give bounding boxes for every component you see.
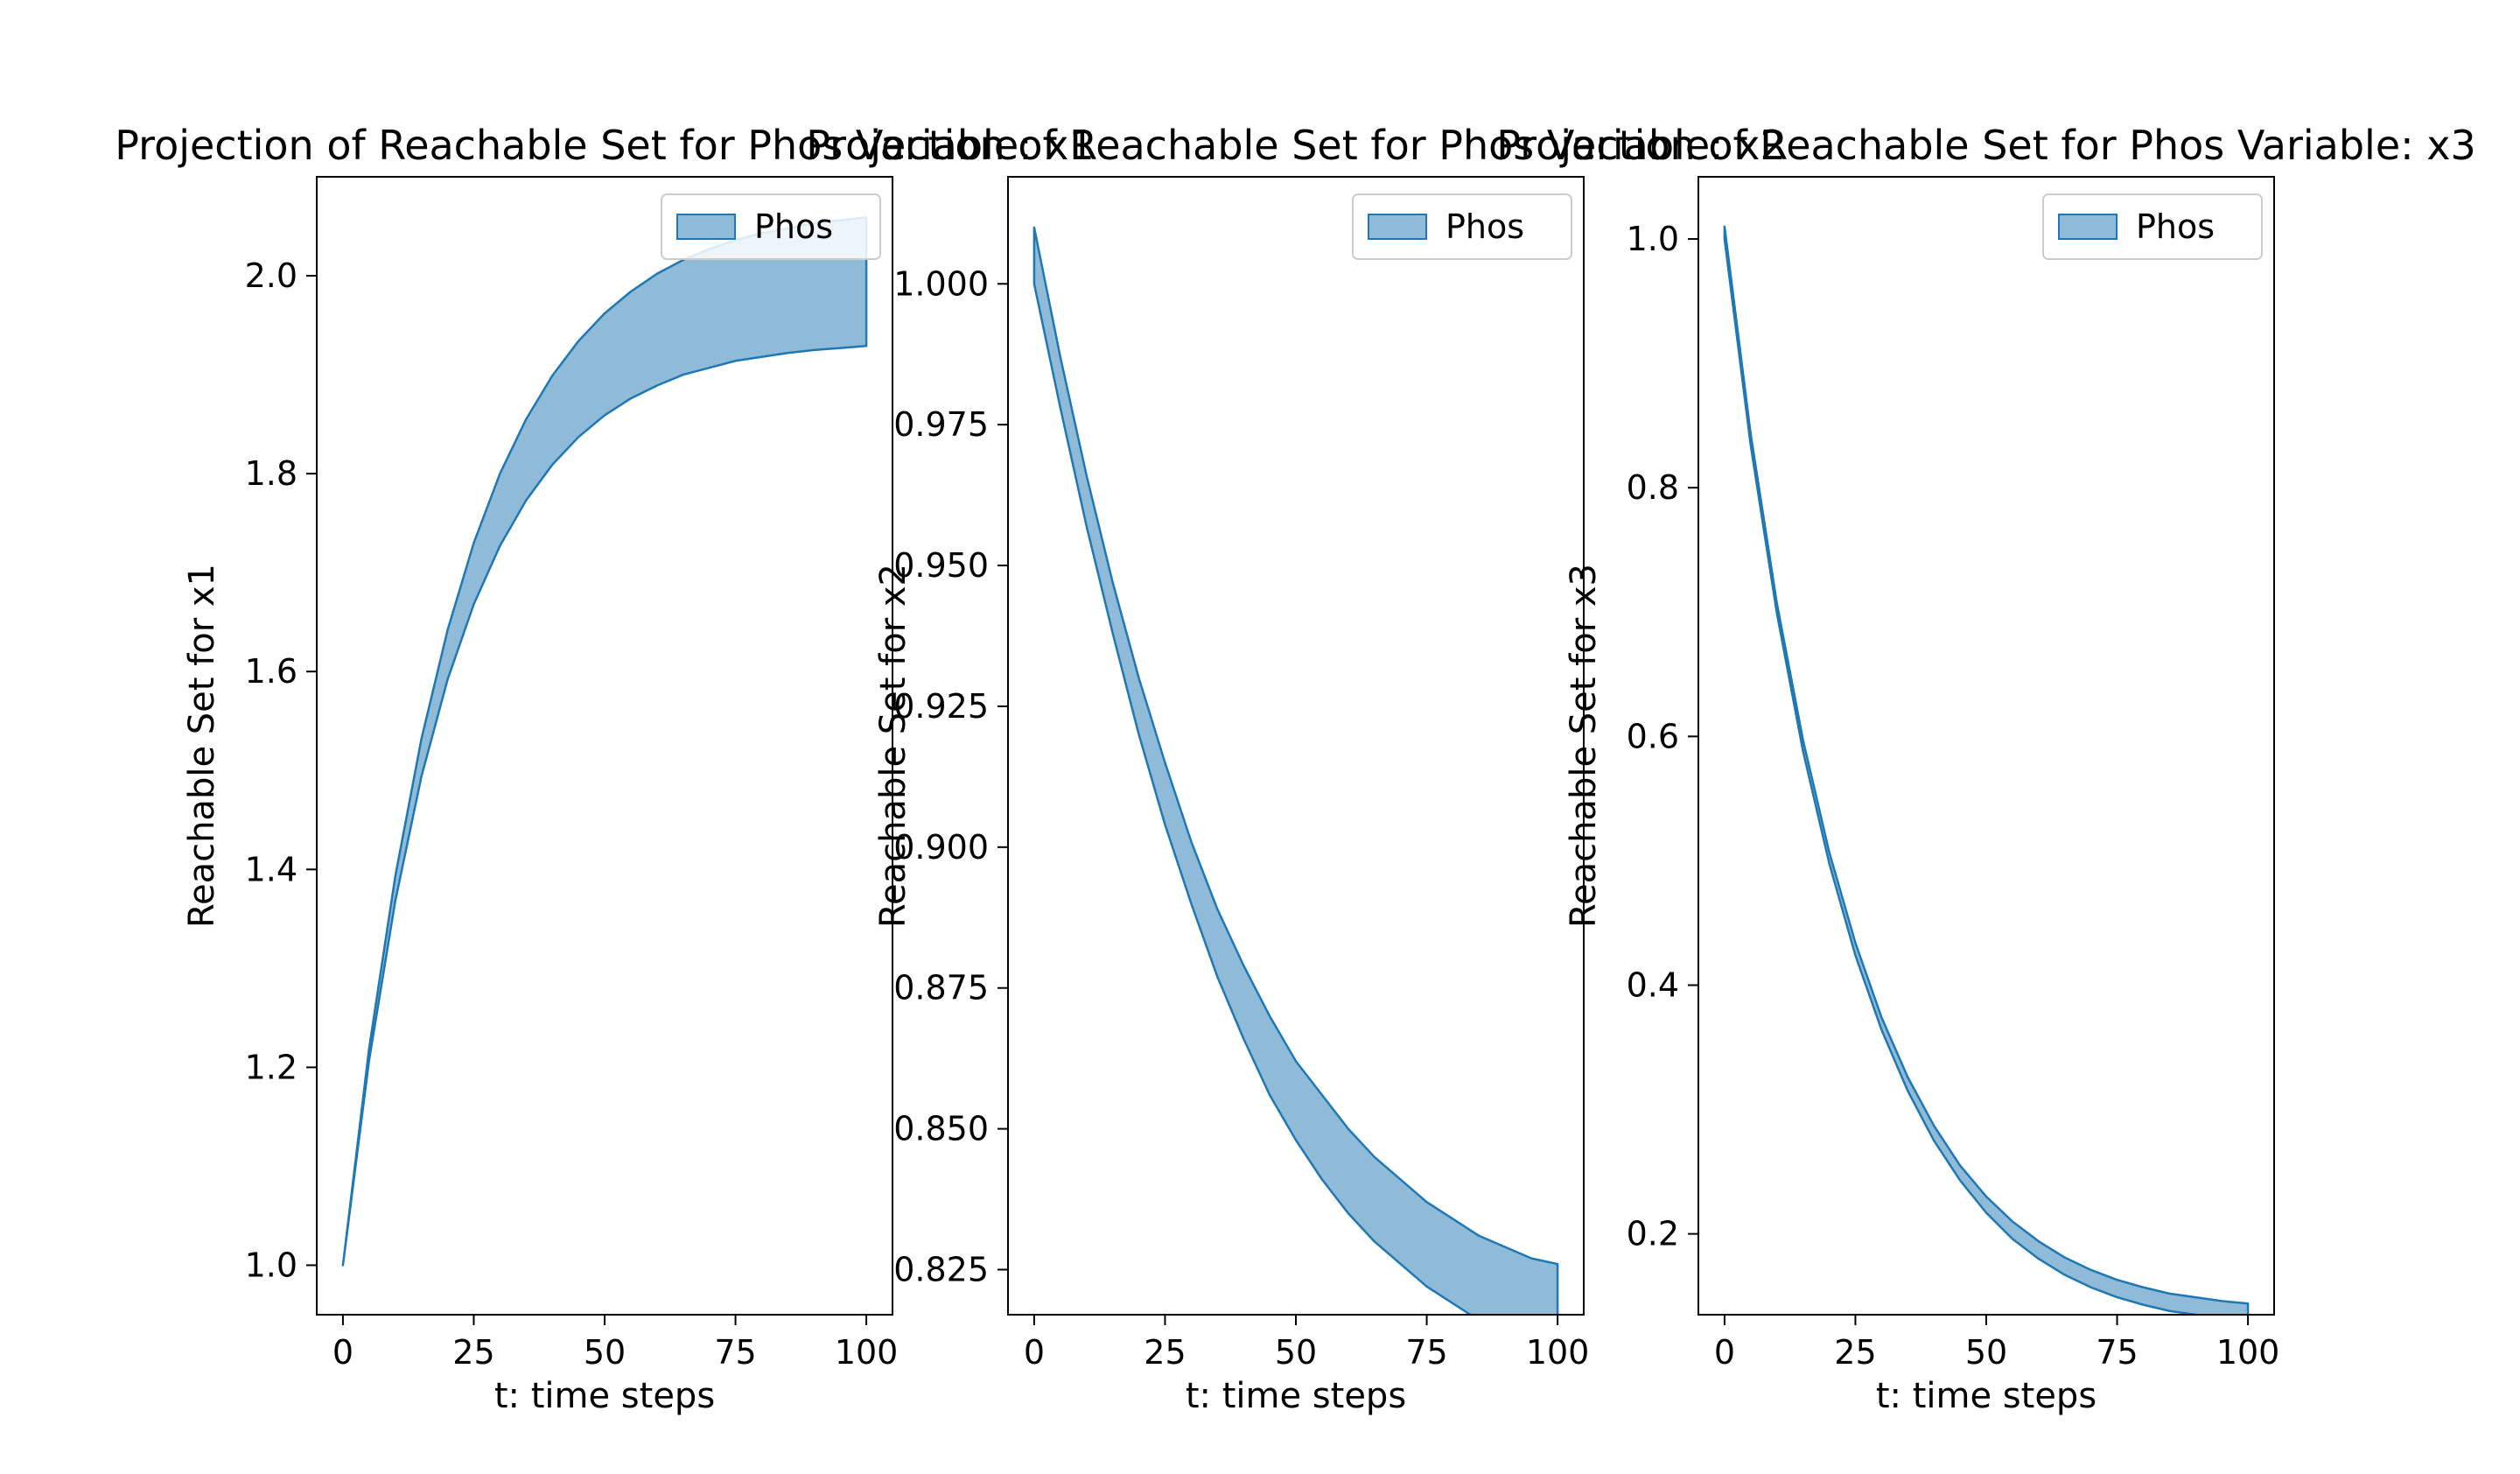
legend: Phos: [1352, 193, 1572, 260]
x-tick-label: 0: [1714, 1333, 1735, 1372]
x-tick-label: 100: [2216, 1333, 2280, 1372]
x-tick-label: 75: [714, 1333, 756, 1372]
y-tick-label: 0.4: [1627, 965, 1679, 1004]
legend-frame: [1352, 193, 1572, 260]
x-tick-label: 25: [452, 1333, 494, 1372]
legend-label: Phos: [754, 207, 833, 246]
y-tick-label: 0.925: [893, 687, 989, 726]
y-tick-label: 0.2: [1627, 1215, 1679, 1253]
band-series-1: [1723, 225, 2250, 1315]
x-tick-label: 100: [1526, 1333, 1590, 1372]
y-tick-label: 1.8: [245, 454, 298, 493]
y-tick-label: 0.875: [893, 969, 989, 1007]
subplot-2: 0 25 50 75 100 0.825 0.850 0.875 0.900 0.925 0.950…: [806, 122, 1785, 1416]
legend-swatch: [2058, 214, 2118, 240]
x-axis-label: t: time steps: [1186, 1376, 1406, 1416]
y-tick-label: 0.950: [893, 546, 989, 585]
legend-swatch: [676, 214, 736, 240]
band-series-1: [341, 216, 868, 1267]
x-tick-label: 0: [332, 1333, 354, 1372]
y-tick-label: 1.4: [245, 850, 298, 888]
y-axis-label: Reachable Set for x2: [873, 564, 914, 928]
y-tick-label: 1.000: [893, 264, 989, 303]
chart-title: Projection of Reachable Set for Phos Var…: [115, 122, 1094, 169]
x-tick-label: 75: [2096, 1333, 2138, 1372]
y-tick-label: 1.6: [245, 652, 298, 691]
subplot-1: 0 25 50 75 100 1.0 1.2 1.4 1.6 1.8 2.0 t: time step…: [115, 122, 1094, 1416]
y-axis-label: Reachable Set for x1: [182, 564, 222, 928]
y-tick-label: 1.2: [245, 1048, 298, 1086]
y-tick-label: 0.825: [893, 1251, 989, 1289]
x-tick-label: 50: [584, 1333, 626, 1372]
x-tick-label: 25: [1834, 1333, 1876, 1372]
y-tick-label: 1.0: [245, 1246, 298, 1284]
legend-label: Phos: [1446, 207, 1524, 246]
band-series-1: [1032, 226, 1559, 1315]
y-tick-label: 0.850: [893, 1110, 989, 1148]
y-tick-label: 0.900: [893, 828, 989, 867]
axes-frame: [1698, 176, 2275, 1316]
legend: Phos: [661, 193, 881, 260]
x-axis-label: t: time steps: [494, 1376, 715, 1416]
x-tick-label: 50: [1275, 1333, 1317, 1372]
x-tick-label: 25: [1144, 1333, 1186, 1372]
legend-swatch: [1368, 214, 1427, 240]
legend: Phos: [2042, 193, 2263, 260]
x-tick-label: 50: [1965, 1333, 2007, 1372]
y-tick-label: 0.8: [1627, 468, 1679, 507]
y-axis-label: Reachable Set for x3: [1564, 564, 1604, 928]
x-tick-label: 75: [1405, 1333, 1447, 1372]
legend-frame: [2042, 193, 2263, 260]
y-tick-label: 1.0: [1627, 220, 1679, 258]
y-tick-label: 0.6: [1627, 717, 1679, 755]
y-tick-label: 2.0: [245, 256, 298, 295]
y-tick-label: 0.975: [893, 405, 989, 444]
chart-title: Projection of Reachable Set for Phos Var…: [806, 122, 1785, 169]
legend-frame: [661, 193, 881, 260]
subplot-3: 0 25 50 75 100 0.2 0.4 0.6 0.8 1.0 t: time steps Re…: [1496, 122, 2475, 1416]
x-tick-label: 100: [835, 1333, 899, 1372]
x-tick-label: 0: [1024, 1333, 1045, 1372]
axes-frame: [1007, 176, 1585, 1316]
legend-label: Phos: [2136, 207, 2215, 246]
chart-title: Projection of Reachable Set for Phos Var…: [1496, 122, 2475, 169]
x-axis-label: t: time steps: [1876, 1376, 2096, 1416]
